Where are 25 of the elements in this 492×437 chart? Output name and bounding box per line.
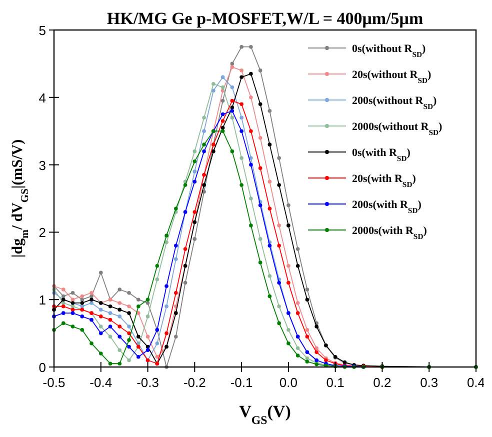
y-tick-label: 2 bbox=[38, 225, 46, 240]
x-tick-label: 0.1 bbox=[326, 375, 344, 390]
legend-label: 0s(with R$_{SD}$) bbox=[352, 147, 411, 162]
legend-label: 20s(with R$_{SD}$) bbox=[352, 173, 416, 188]
x-tick-label: 0.3 bbox=[420, 375, 438, 390]
y-tick-label: 0 bbox=[38, 360, 46, 375]
legend-label: 200s(without R$_{SD}$) bbox=[352, 95, 438, 110]
legend-label: 0s(without R$_{SD}$) bbox=[352, 43, 426, 58]
chart-title: HK/MG Ge p-MOSFET,W/L = 400μm/5μm bbox=[106, 9, 424, 28]
y-tick-label: 4 bbox=[38, 90, 46, 106]
x-tick-label: 0.2 bbox=[373, 375, 392, 390]
x-tick-label: -0.3 bbox=[136, 375, 159, 390]
legend-label: 2000s(without R$_{SD}$) bbox=[352, 121, 443, 136]
legend-label: 200s(with R$_{SD}$) bbox=[352, 199, 422, 214]
y-tick-label: 5 bbox=[38, 23, 46, 38]
legend-label: 20s(without R$_{SD}$) bbox=[352, 69, 432, 84]
y-tick-label: 3 bbox=[38, 158, 46, 173]
x-tick-label: -0.1 bbox=[230, 375, 253, 390]
y-tick-label: 1 bbox=[38, 292, 46, 308]
x-tick-label: 0.0 bbox=[279, 375, 298, 390]
x-tick-label: -0.5 bbox=[42, 375, 66, 390]
x-tick-label: -0.2 bbox=[183, 375, 206, 390]
x-axis-title: V$_{GS}$(V) bbox=[239, 402, 291, 427]
legend-label: 2000s(with R$_{SD}$) bbox=[352, 225, 428, 240]
x-tick-label: -0.4 bbox=[90, 375, 112, 390]
